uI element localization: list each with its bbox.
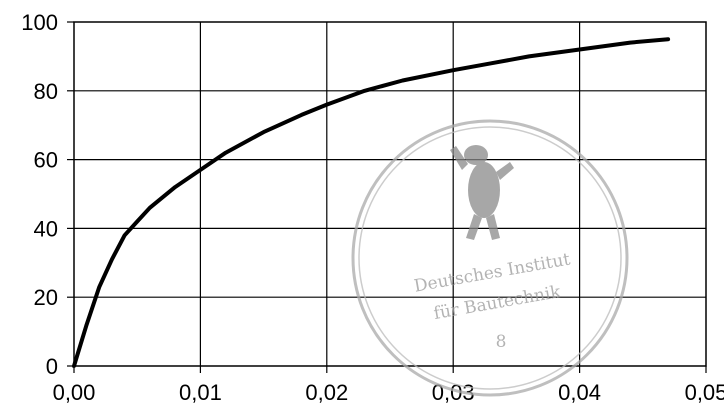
x-tick-label: 0,05 (685, 380, 724, 405)
x-tick-label: 0,00 (53, 380, 96, 405)
series-layer (72, 37, 671, 368)
plot-area (67, 21, 707, 373)
y-tick-label: 20 (34, 285, 58, 310)
series-line (72, 37, 671, 368)
y-tick-label: 0 (46, 354, 58, 379)
y-tick-label: 40 (34, 216, 58, 241)
y-axis-tick-labels: 0 20 40 60 80 100 (21, 10, 58, 379)
bear-icon (450, 145, 514, 240)
x-axis-tick-labels: 0,00 0,01 0,02 0,03 0,04 0,05 (53, 380, 724, 405)
x-tick-label: 0,02 (305, 380, 348, 405)
y-tick-label: 80 (34, 79, 58, 104)
x-tick-label: 0,04 (558, 380, 601, 405)
y-tick-label: 100 (21, 10, 58, 35)
plot-frame (73, 21, 707, 367)
y-tick-label: 60 (34, 148, 58, 173)
grid-lines (67, 21, 707, 373)
stamp-outer-ring (351, 119, 629, 397)
institute-seal-stamp: Deutsches Institut für Bautechnik 8 (351, 119, 629, 397)
x-tick-label: 0,01 (179, 380, 222, 405)
stamp-inner-ring (358, 126, 622, 390)
stamp-text-line3: 8 (496, 332, 507, 352)
